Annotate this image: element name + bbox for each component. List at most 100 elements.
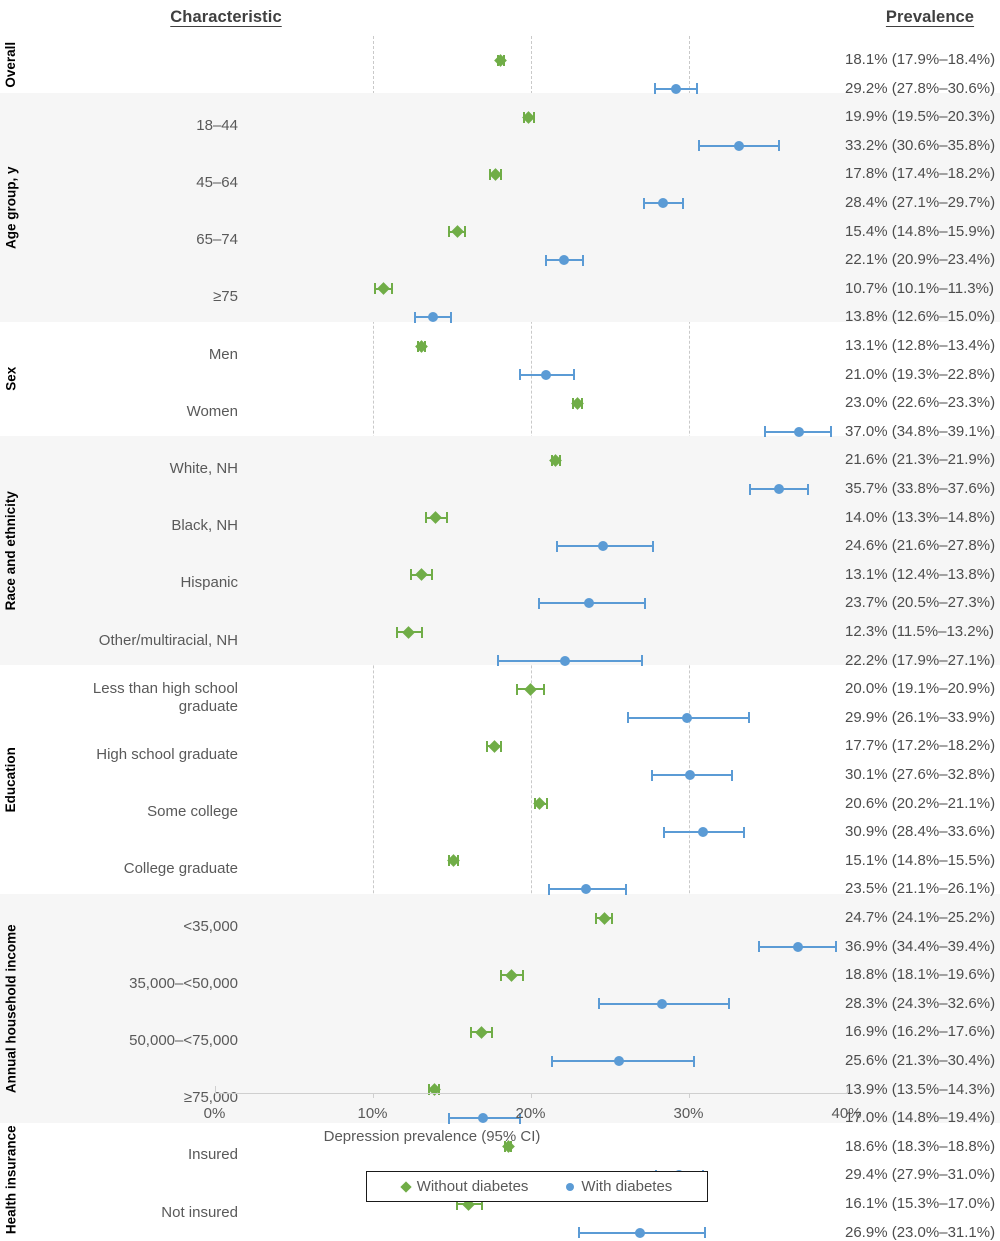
confidence-interval-cap: [503, 54, 506, 66]
characteristic-label: 65–74: [196, 231, 238, 249]
confidence-interval-cap: [730, 769, 733, 781]
confidence-interval-line: [653, 87, 698, 90]
confidence-interval-cap: [486, 740, 489, 752]
data-point-with-diabetes: [681, 712, 692, 723]
prevalence-value: 23.7% (20.5%–27.3%): [845, 594, 996, 612]
legend-label: Without diabetes: [416, 1178, 529, 1195]
confidence-interval-line: [650, 774, 733, 776]
prevalence-value: 13.9% (13.5%–14.3%): [845, 1080, 996, 1098]
characteristic-label: Hispanic: [180, 574, 238, 592]
confidence-interval-cap: [519, 369, 522, 381]
confidence-interval-line: [663, 831, 746, 834]
confidence-interval-cap: [663, 826, 666, 838]
prevalence-value: 13.1% (12.8%–13.4%): [845, 337, 996, 354]
confidence-interval-line: [547, 888, 627, 891]
prevalence-value: 16.1% (15.3%–17.0%): [845, 1195, 996, 1212]
prevalence-value: 33.2% (30.6%–35.8%): [845, 136, 996, 154]
confidence-interval-cap: [457, 855, 460, 867]
data-point-with-diabetes: [670, 83, 681, 94]
data-point-without-diabetes: [524, 682, 537, 696]
prevalence-value: 18.1% (17.9%–18.4%): [845, 51, 996, 68]
characteristic-label: ≥75,000: [183, 1089, 238, 1107]
prevalence-value: 29.2% (27.8%–30.6%): [845, 79, 996, 97]
confidence-interval-line: [486, 745, 503, 748]
confidence-interval-line: [764, 430, 833, 433]
prevalence-value: 21.0% (19.3%–22.8%): [845, 365, 996, 383]
confidence-interval-cap: [571, 397, 574, 409]
characteristic-label: Men: [208, 345, 238, 363]
confidence-interval-line: [497, 59, 506, 61]
confidence-interval-cap: [748, 712, 751, 724]
data-point-without-diabetes: [487, 740, 501, 753]
confidence-interval-cap: [448, 855, 451, 867]
confidence-interval-cap: [580, 397, 583, 409]
prevalence-value: 30.1% (27.6%–32.8%): [845, 766, 996, 783]
prevalence-value: 17.8% (17.4%–18.2%): [845, 165, 996, 183]
confidence-interval-cap: [545, 798, 548, 810]
prevalence-value: 28.3% (24.3%–32.6%): [845, 994, 996, 1012]
confidence-interval-line: [416, 345, 427, 347]
characteristic-label: 35,000–<50,000: [129, 974, 238, 992]
confidence-interval-line: [456, 1203, 484, 1205]
characteristic-label: Not insured: [161, 1203, 238, 1221]
data-point-without-diabetes: [571, 396, 585, 410]
prevalence-value: 15.4% (14.8%–15.9%): [845, 222, 996, 240]
confidence-interval-line: [577, 1231, 706, 1234]
confidence-interval-line: [516, 688, 545, 691]
data-point-with-diabetes: [794, 426, 805, 437]
confidence-interval-cap: [500, 740, 503, 752]
legend-item[interactable]: Without diabetes: [400, 1178, 529, 1195]
x-axis-title: Depression prevalence (95% CI): [323, 1128, 541, 1145]
prevalence-value: 30.9% (28.4%–33.6%): [845, 823, 996, 841]
data-point-with-diabetes: [541, 369, 552, 380]
legend-item[interactable]: With diabetes: [566, 1178, 672, 1195]
characteristic-label: 50,000–<75,000: [129, 1032, 238, 1049]
characteristic-label: 18–44: [196, 116, 238, 134]
prevalence-value: 28.4% (27.1%–29.7%): [845, 194, 996, 211]
data-point-without-diabetes: [415, 339, 428, 353]
characteristic-label: Less than high school graduate: [92, 679, 238, 715]
column-header-characteristic: Characteristic: [170, 8, 282, 26]
prevalence-value: 29.4% (27.9%–31.0%): [845, 1166, 996, 1184]
characteristic-label: College graduate: [123, 860, 238, 878]
data-point-with-diabetes: [697, 827, 708, 838]
characteristic-label: 45–64: [196, 174, 238, 191]
prevalence-value: 21.6% (21.3%–21.9%): [845, 451, 996, 469]
data-point-with-diabetes: [685, 770, 696, 780]
group-label-education: Education: [3, 746, 19, 813]
confidence-interval-cap: [542, 683, 545, 695]
prevalence-value: 16.9% (16.2%–17.6%): [845, 1023, 996, 1041]
row-band: [0, 436, 1000, 666]
characteristic-label: Black, NH: [171, 517, 238, 535]
prevalence-value: 17.7% (17.2%–18.2%): [845, 737, 996, 755]
confidence-interval-cap: [577, 1227, 580, 1239]
prevalence-value: 12.3% (11.5%–13.2%): [845, 623, 994, 640]
legend-diamond-icon: [400, 1180, 412, 1193]
confidence-interval-line: [626, 716, 751, 719]
prevalence-value: 22.1% (20.9%–23.4%): [845, 251, 996, 269]
data-point-without-diabetes: [533, 797, 547, 810]
prevalence-value: 14.0% (13.3%–14.8%): [845, 508, 996, 526]
legend-circle-icon: [566, 1182, 575, 1191]
prevalence-value: 10.7% (10.1%–11.3%): [845, 279, 994, 297]
characteristic-label: Some college: [147, 803, 238, 821]
prevalence-value: 24.6% (21.6%–27.8%): [845, 537, 996, 555]
prevalence-value: 23.0% (22.6%–23.3%): [845, 394, 996, 412]
characteristic-label: White, NH: [169, 460, 238, 477]
characteristic-label: ≥75: [213, 288, 238, 306]
prevalence-value: 36.9% (34.4%–39.4%): [845, 937, 996, 955]
confidence-interval-cap: [626, 712, 629, 724]
prevalence-value: 19.9% (19.5%–20.3%): [845, 108, 996, 126]
prevalence-value: 20.0% (19.1%–20.9%): [845, 680, 996, 698]
confidence-interval-line: [519, 373, 575, 376]
data-point-without-diabetes: [446, 854, 460, 868]
group-label-annual-household-income: Annual household income: [3, 924, 19, 1093]
prevalence-value: 37.0% (34.8%–39.1%): [845, 422, 996, 440]
prevalence-value: 35.7% (33.8%–37.6%): [845, 480, 996, 497]
prevalence-value: 22.2% (17.9%–27.1%): [845, 651, 996, 669]
confidence-interval-cap: [572, 369, 575, 381]
confidence-interval-cap: [650, 769, 653, 781]
confidence-interval-cap: [743, 826, 746, 838]
prevalence-value: 13.1% (12.4%–13.8%): [845, 565, 996, 583]
confidence-interval-line: [503, 1145, 512, 1148]
